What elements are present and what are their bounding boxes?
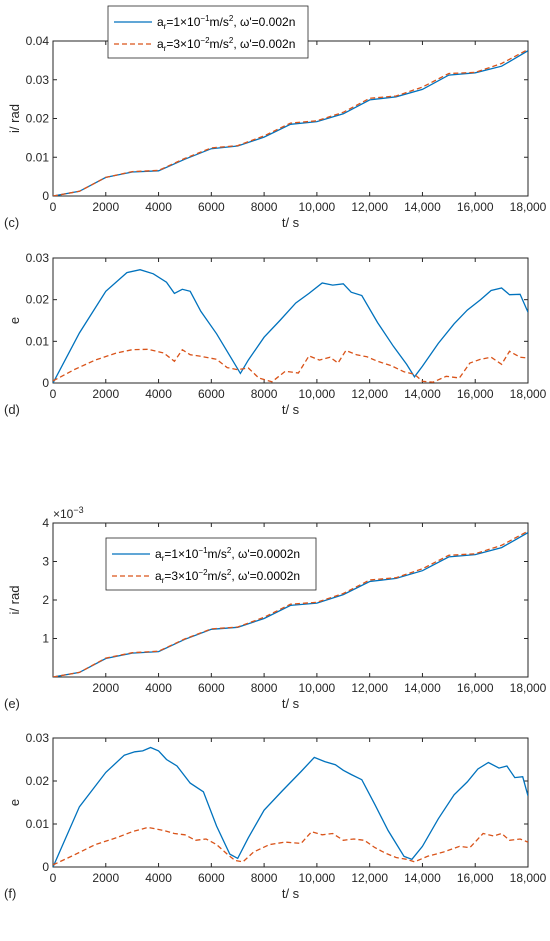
y-tick-label: 0 (42, 860, 49, 874)
legend: ar=1×10−1m/s2, ω'=0.0002n ar=3×10−2m/s2, … (105, 537, 317, 591)
x-tick-label: 10,000 (299, 387, 336, 401)
x-tick-label: 2000 (92, 200, 119, 214)
x-tick-label: 0 (50, 200, 57, 214)
y-multiplier-label: ×10−3 (53, 505, 84, 521)
y-tick-label: 0.03 (26, 731, 50, 745)
x-axis-label: t/ s (282, 886, 300, 901)
y-tick-label: 0 (42, 189, 49, 203)
x-tick-label: 4000 (145, 871, 172, 885)
series-line-solid (53, 746, 528, 867)
x-tick-label: 0 (50, 871, 57, 885)
y-tick-label: 1 (42, 632, 49, 646)
x-tick-label: 12,000 (351, 871, 388, 885)
x-tick-label: 6000 (198, 681, 225, 695)
x-tick-label: 14,000 (404, 200, 441, 214)
y-tick-label: 0.01 (26, 817, 50, 831)
y-tick-label: 4 (42, 516, 49, 530)
x-tick-label: 6000 (198, 387, 225, 401)
legend-entry: ar=1×10−1m/s2, ω'=0.0002n (155, 546, 300, 563)
x-tick-label: 12,000 (351, 387, 388, 401)
x-tick-label: 14,000 (404, 681, 441, 695)
y-tick-label: 0.04 (26, 34, 50, 48)
panel-f: 0 2000 4000 6000 8000 10,000 12,000 14,000 16,00… (4, 731, 547, 901)
x-tick-label: 2000 (92, 681, 119, 695)
x-axis-label: t/ s (282, 215, 300, 230)
x-tick-label: 16,000 (457, 200, 494, 214)
series-line-dashed (53, 48, 528, 196)
x-tick-label: 16,000 (457, 387, 494, 401)
legend-entry: ar=3×10−2m/s2, ω'=0.0002n (155, 568, 300, 585)
x-tick-label: 18,000 (510, 387, 547, 401)
x-tick-label: 4000 (145, 387, 172, 401)
legend-entry: ar=3×10−2m/s2, ω'=0.002n (157, 36, 295, 53)
legend: ar=1×10−1m/s2, ω'=0.002n ar=3×10−2m/s2, ω… (107, 5, 309, 59)
x-tick-label: 10,000 (299, 681, 336, 695)
panel-letter: (c) (4, 215, 19, 230)
x-tick-label: 14,000 (404, 387, 441, 401)
x-tick-label: 8000 (251, 871, 278, 885)
x-tick-label: 0 (50, 387, 57, 401)
y-tick-label: 0.02 (26, 112, 50, 126)
legend-box (105, 537, 317, 591)
x-tick-label: 8000 (251, 387, 278, 401)
plot-frame (52, 737, 529, 868)
y-tick-label: 0.01 (26, 334, 50, 348)
y-tick-label: 2 (42, 593, 49, 607)
x-tick-label: 12,000 (351, 200, 388, 214)
plot-frame (52, 257, 529, 384)
x-axis-label: t/ s (282, 696, 300, 711)
x-tick-label: 18,000 (510, 681, 547, 695)
y-tick-label: 0.03 (26, 251, 50, 265)
y-tick-label: 0.03 (26, 73, 50, 87)
y-axis-label: i/ rad (7, 104, 22, 133)
x-tick-label: 2000 (92, 387, 119, 401)
y-axis-label: e (7, 799, 22, 806)
panel-e: 2000 4000 6000 8000 10,000 12,000 14,000 16,000… (4, 505, 547, 711)
series-line-dashed (53, 826, 528, 866)
legend-box (107, 5, 309, 59)
x-tick-label: 8000 (251, 681, 278, 695)
x-tick-label: 16,000 (457, 871, 494, 885)
y-tick-label: 0.02 (26, 293, 50, 307)
x-tick-label: 4000 (145, 200, 172, 214)
panel-letter: (f) (4, 886, 16, 901)
y-tick-label: 0.02 (26, 774, 50, 788)
x-tick-label: 18,000 (510, 200, 547, 214)
x-axis-label: t/ s (282, 402, 300, 417)
series-line-dashed (53, 348, 528, 383)
x-tick-label: 16,000 (457, 681, 494, 695)
x-tick-label: 12,000 (351, 681, 388, 695)
x-tick-label: 4000 (145, 681, 172, 695)
panel-letter: (e) (4, 696, 20, 711)
x-tick-label: 14,000 (404, 871, 441, 885)
panel-c: 0 2000 4000 6000 8000 10,000 12,000 14,000 16,00… (4, 5, 547, 230)
legend-entry: ar=1×10−1m/s2, ω'=0.002n (157, 14, 295, 31)
panel-letter: (d) (4, 402, 20, 417)
x-tick-label: 8000 (251, 200, 278, 214)
y-tick-label: 0 (42, 376, 49, 390)
x-tick-label: 10,000 (299, 200, 336, 214)
x-tick-label: 6000 (198, 871, 225, 885)
panel-d: 0 2000 4000 6000 8000 10,000 12,000 14,000 16,00… (4, 251, 547, 417)
y-tick-label: 0.01 (26, 150, 50, 164)
x-tick-label: 6000 (198, 200, 225, 214)
x-tick-label: 18,000 (510, 871, 547, 885)
y-axis-label: i/ rad (7, 586, 22, 615)
series-line-dashed (53, 530, 528, 677)
y-tick-label: 3 (42, 555, 49, 569)
y-axis-label: e (7, 317, 22, 324)
x-tick-label: 10,000 (299, 871, 336, 885)
series-line-solid (53, 269, 528, 383)
x-tick-label: 2000 (92, 871, 119, 885)
